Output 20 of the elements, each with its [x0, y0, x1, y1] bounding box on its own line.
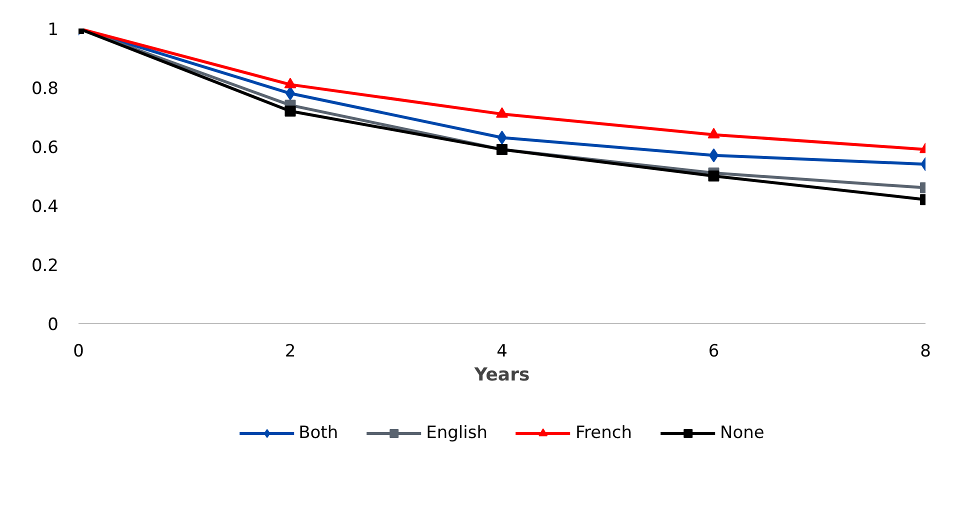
point [496, 107, 508, 118]
legend-label: None [720, 423, 764, 443]
y-tick-label: 0.4 [31, 197, 59, 217]
legend-label: English [426, 423, 488, 443]
x-tick-label: 6 [708, 342, 720, 362]
point [284, 78, 296, 88]
point [285, 86, 296, 100]
y-tick-label: 0 [48, 315, 59, 335]
y-tick-label: 0.2 [31, 256, 59, 276]
y-tick-label: 1 [48, 20, 59, 40]
point [284, 106, 296, 117]
x-tick-label: 2 [284, 342, 296, 362]
legend-label: French [576, 423, 632, 443]
x-tick-label: 8 [920, 342, 931, 362]
x-tick-label: 4 [496, 342, 508, 362]
y-tick-label: 0.6 [31, 138, 59, 158]
y-tick-label: 0.8 [31, 79, 59, 99]
x-axis-title: Years [473, 364, 530, 386]
legend-label: Both [298, 423, 338, 443]
x-tick-label: 0 [73, 342, 84, 362]
